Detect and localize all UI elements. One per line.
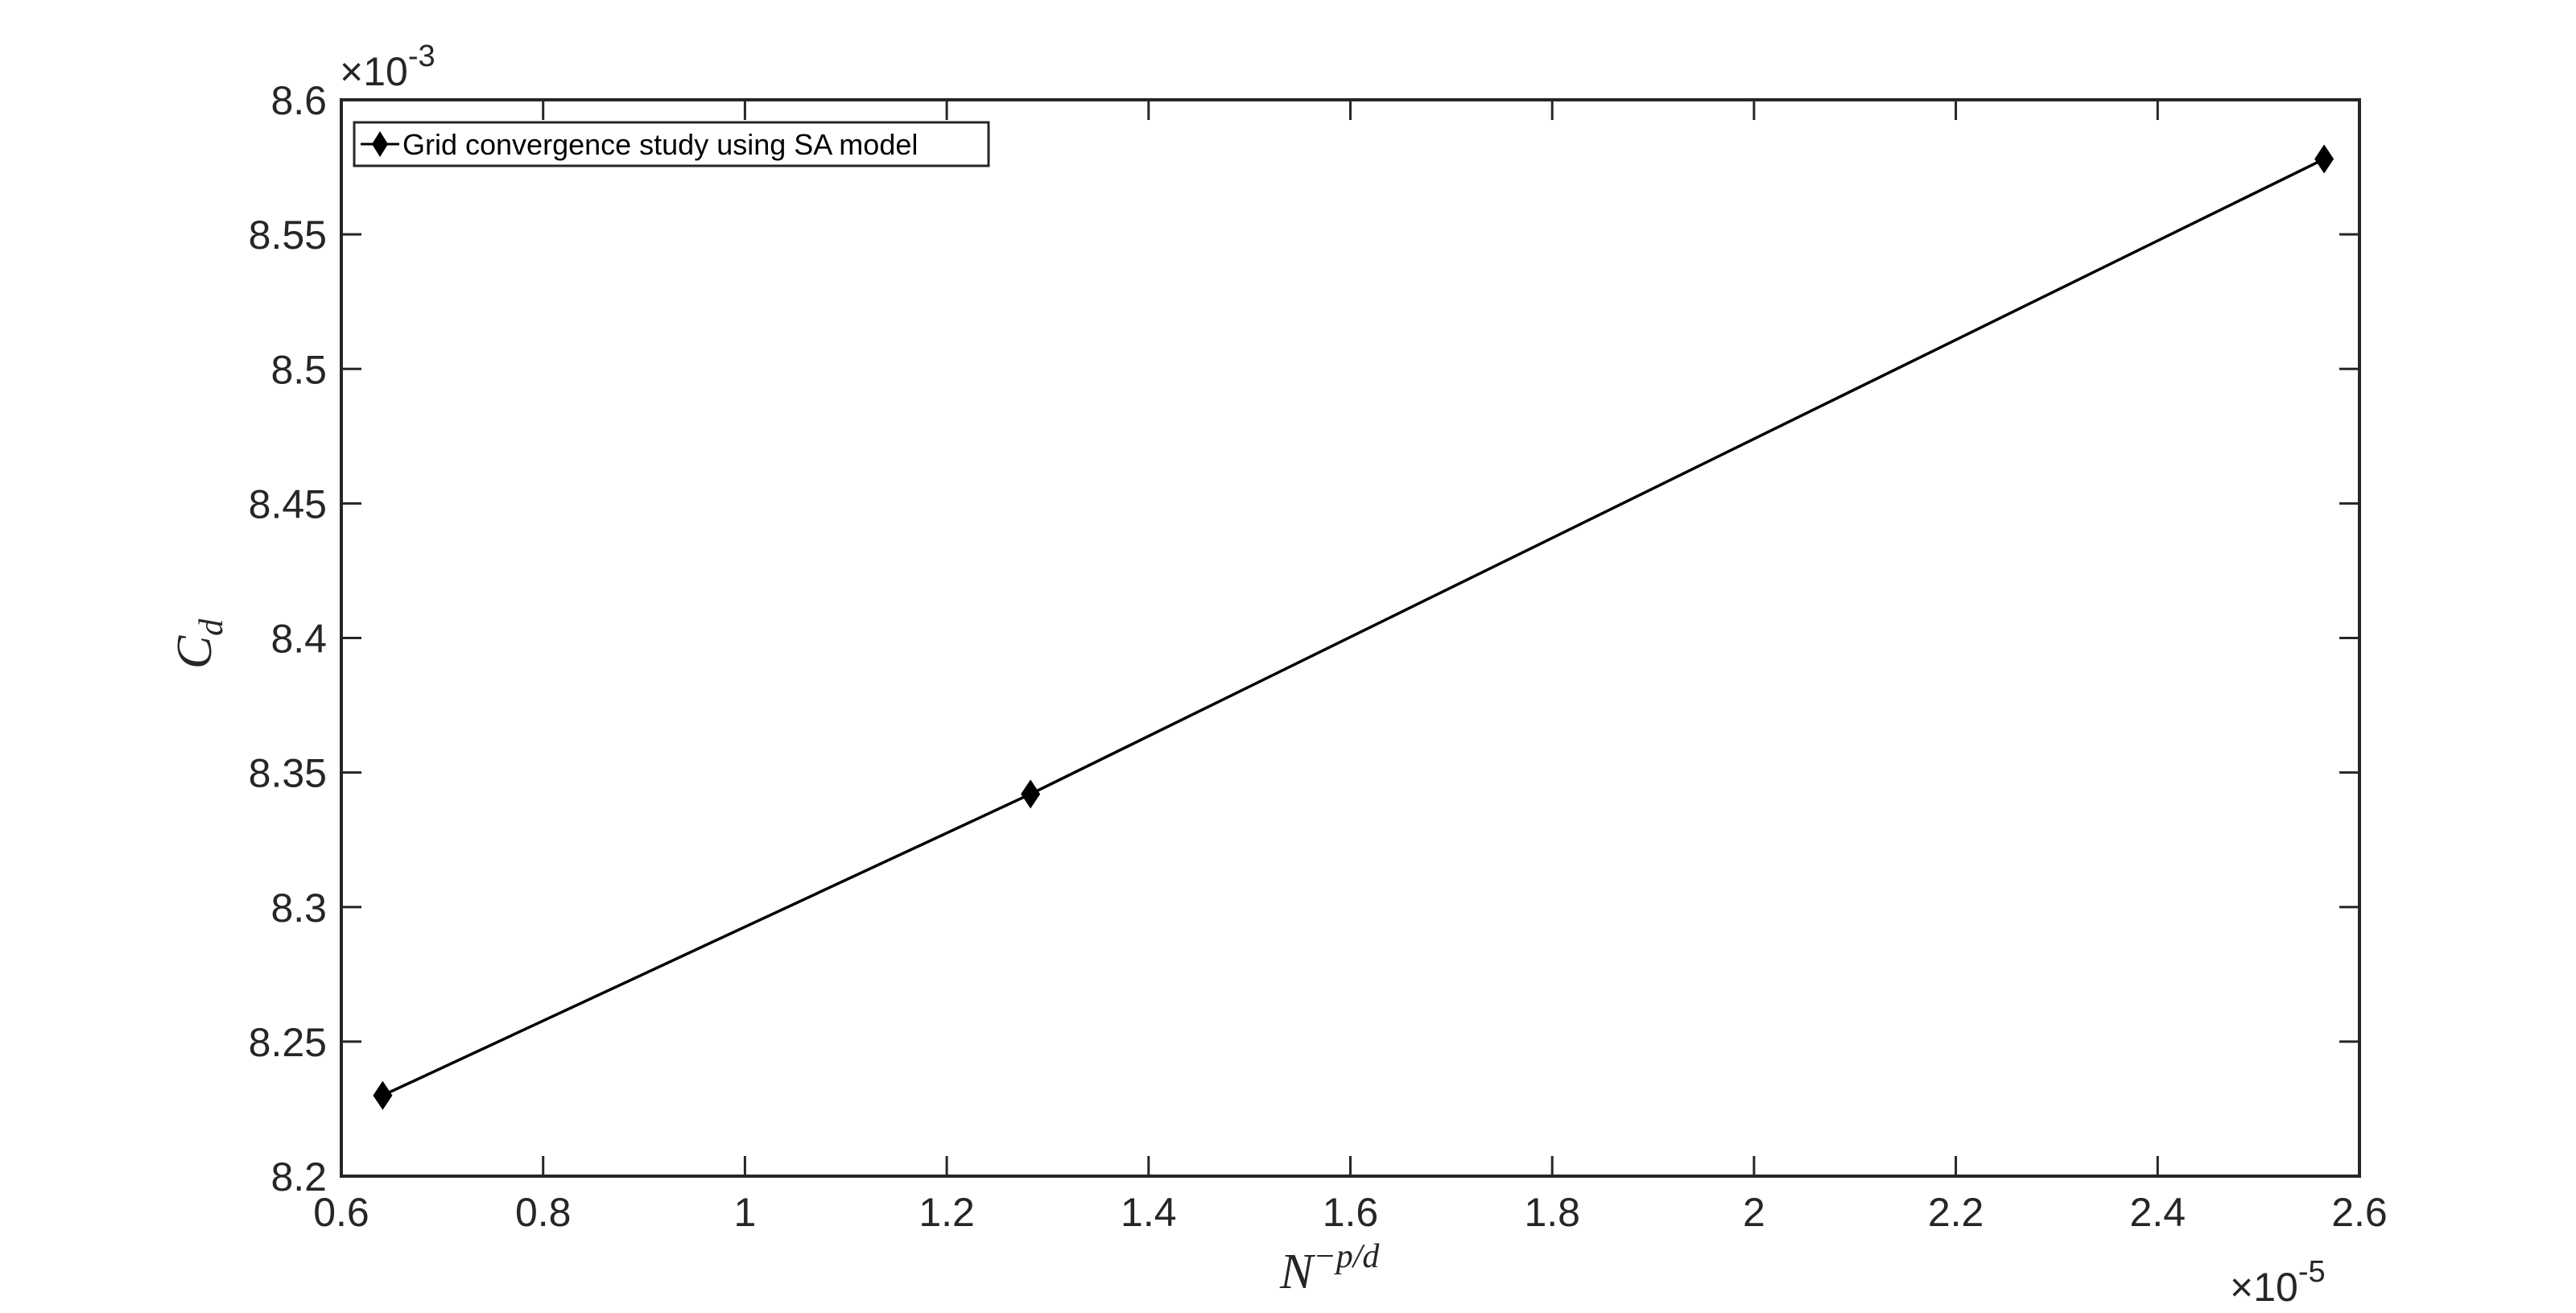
x-tick-label: 1.4 [1121,1190,1177,1235]
legend: Grid convergence study using SA model [353,121,990,167]
legend-box [353,121,990,167]
y-tick-label: 8.2 [270,1154,327,1199]
data-point-diamond [373,1080,393,1110]
x-tick-label: 0.8 [515,1190,572,1235]
y-tick-label: 8.4 [270,617,327,662]
y-tick-label: 8.6 [270,78,327,123]
x-tick-label: 1.8 [1524,1190,1580,1235]
x-tick-label: 2.2 [1928,1190,1984,1235]
x-tick-label: 1.2 [919,1190,975,1235]
y-tick-label: 8.3 [270,886,327,931]
x-tick-label: 2.4 [2130,1190,2186,1235]
x-tick-label: 0.6 [313,1190,369,1235]
x-tick-label: 1.6 [1323,1190,1379,1235]
data-point-diamond [1021,779,1041,809]
data-point-diamond [2314,144,2334,174]
x-tick-label: 1 [733,1190,756,1235]
legend-diamond-icon [372,131,388,157]
series [373,144,2334,1110]
axes-box [340,98,2361,1178]
x-tick-label: 2.6 [2331,1190,2388,1235]
y-tick-label: 8.45 [249,481,327,526]
y-tick-label: 8.25 [249,1020,327,1065]
legend-label: Grid convergence study using SA model [402,128,918,161]
x-axis-label: N−p/d [1279,1238,1380,1299]
y-tick-label: 8.55 [249,213,327,258]
y-tick-label: 8.35 [249,751,327,796]
y-axis-label: Cd [167,618,230,669]
x-multiplier: ×10-5 [2230,1255,2326,1310]
y-tick-label: 8.5 [270,347,327,392]
x-tick-label: 2 [1743,1190,1765,1235]
tick-labels: 0.6 0.8 1 1.2 1.4 1.6 1.8 2 2.2 2.4 2.6 8.2 8.25 8.3 8… [249,78,2388,1235]
y-multiplier: ×10-3 [340,39,436,94]
